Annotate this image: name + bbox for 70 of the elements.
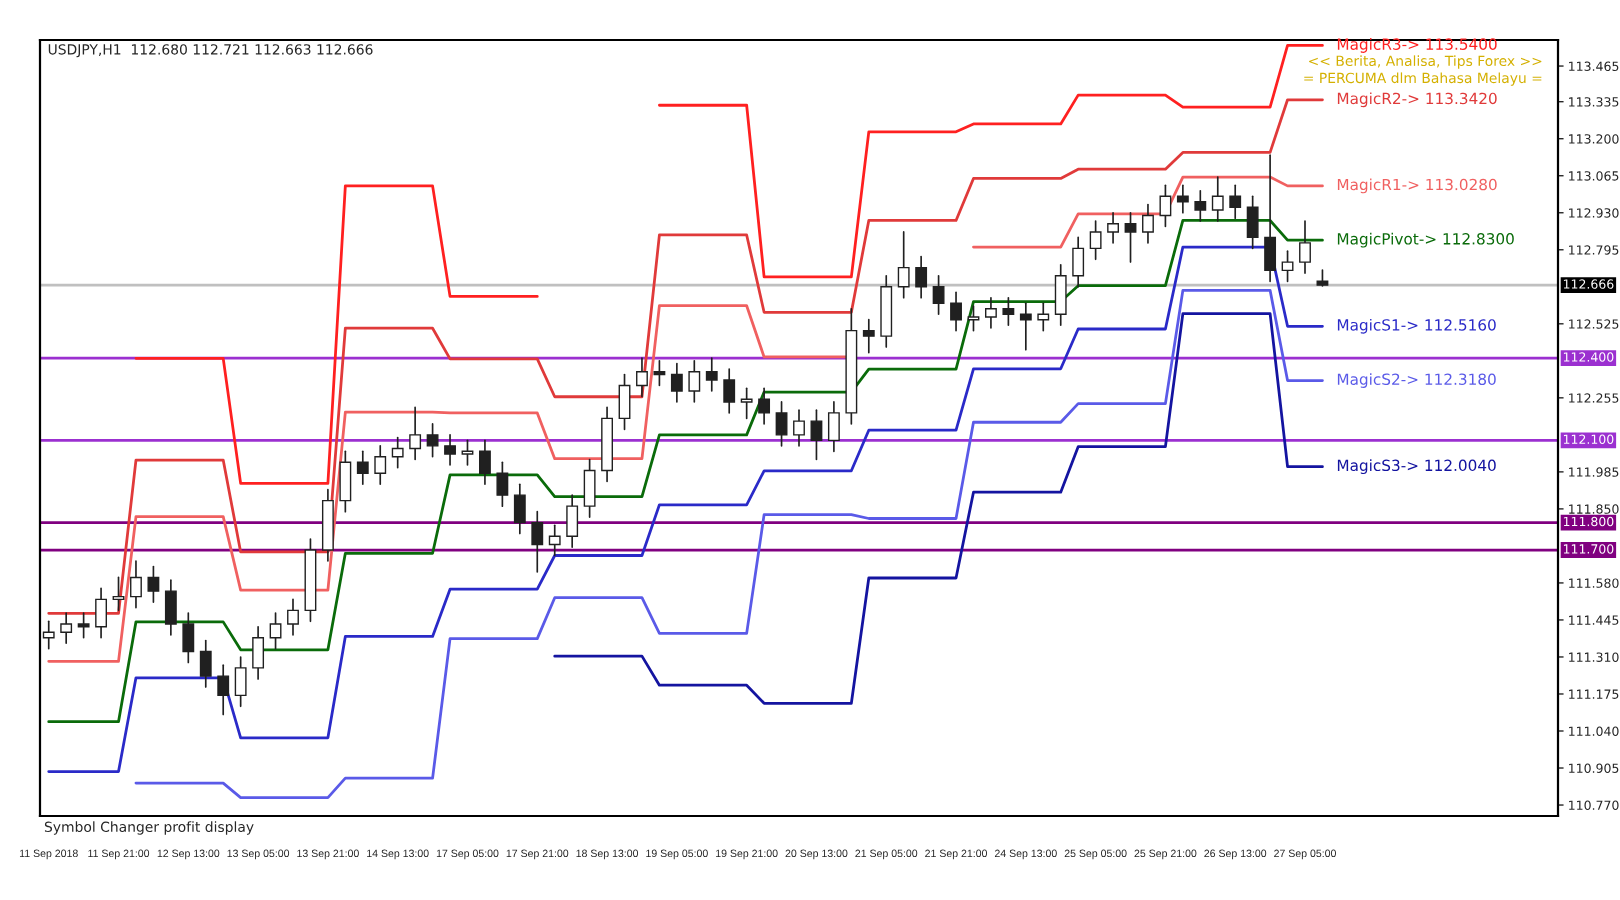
candlestick (1264, 154, 1277, 283)
candlestick (653, 359, 666, 387)
candlestick (775, 401, 788, 447)
candlestick (1211, 176, 1224, 222)
candlestick (199, 639, 212, 688)
candlestick (479, 439, 491, 486)
candlestick (182, 612, 195, 664)
candlestick (1176, 184, 1189, 214)
candlestick (287, 598, 299, 636)
candlestick (932, 274, 945, 316)
candlestick (1194, 189, 1207, 222)
candlestick (705, 357, 718, 392)
candlestick (636, 357, 648, 398)
candlestick (548, 524, 561, 557)
candlestick (1229, 184, 1242, 220)
candlestick (1159, 184, 1172, 228)
candlestick (252, 625, 265, 680)
candlestick (688, 359, 701, 403)
candlestick (670, 362, 683, 403)
candlestick (1072, 236, 1085, 288)
candlestick (897, 231, 910, 299)
candlestick (618, 373, 631, 431)
line-series (134, 288, 1324, 800)
candlestick (1281, 250, 1294, 283)
candlestick (112, 576, 125, 612)
candlestick (147, 565, 160, 603)
candlestick (531, 510, 544, 573)
candlestick (723, 368, 736, 414)
candlestick (1089, 220, 1102, 261)
candlestick (42, 620, 55, 650)
candlestick (130, 560, 142, 609)
line-series (553, 312, 1324, 705)
candlestick (356, 450, 369, 486)
candlestick (967, 305, 980, 332)
candlestick (1246, 195, 1259, 250)
candlestick (426, 423, 439, 458)
candlestick (409, 406, 422, 461)
candlestick (60, 612, 73, 645)
candlestick (810, 409, 823, 461)
candlestick (269, 612, 282, 650)
candlestick (374, 444, 387, 486)
candlestick (1054, 264, 1067, 327)
candlestick (1019, 302, 1032, 351)
candlestick (740, 387, 753, 420)
candlestick (985, 296, 997, 329)
candlestick (77, 612, 90, 639)
candlestick (758, 387, 771, 425)
candlestick (827, 401, 840, 453)
candlestick (915, 255, 928, 299)
candlestick (862, 318, 875, 354)
candlestick (339, 450, 352, 513)
candlestick (1142, 203, 1154, 244)
candlestick (391, 436, 404, 469)
candlestick (95, 587, 107, 639)
candlestick (1037, 302, 1050, 332)
candlestick (217, 664, 230, 716)
candlestick (164, 579, 177, 636)
candlestick (566, 494, 579, 549)
candlestick (444, 434, 456, 466)
candlestick (513, 483, 526, 535)
candlestick (1002, 296, 1015, 327)
candlestick (461, 439, 474, 466)
candlestick (583, 458, 596, 518)
candlestick (234, 656, 247, 708)
candlestick (1107, 211, 1119, 244)
candlestick (1124, 211, 1137, 263)
candlestick (1299, 220, 1311, 274)
candlestick (496, 461, 509, 507)
candlestick (950, 291, 962, 332)
candlestick (793, 409, 805, 447)
